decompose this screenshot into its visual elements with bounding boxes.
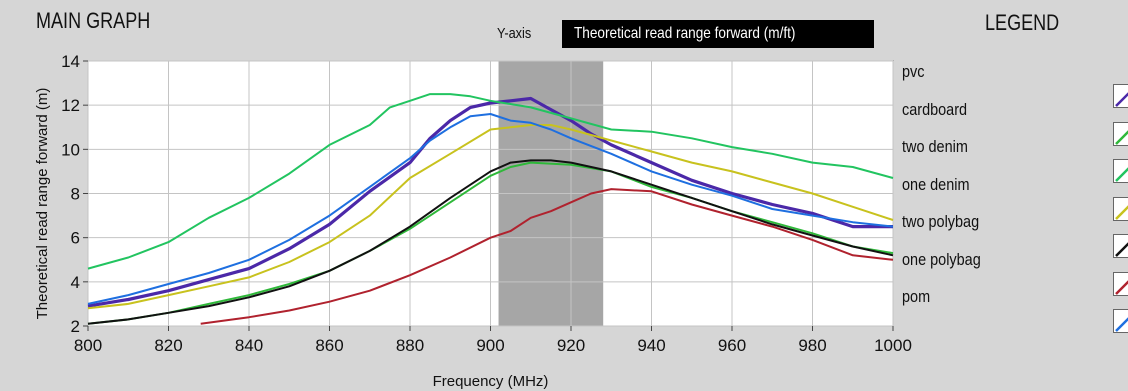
legend-swatch-two-denim[interactable]: [1113, 159, 1128, 183]
legend-label-pom: pom: [902, 287, 931, 306]
y-axis-ticks: 2 4 6 8 10 12 14: [61, 52, 88, 336]
y-tick-label: 12: [61, 96, 80, 115]
series-line-pom: [87, 113, 894, 305]
x-tick-label: 960: [718, 336, 746, 355]
x-tick-label: 1000: [874, 336, 912, 355]
y-tick-label: 10: [61, 140, 80, 159]
x-tick-label: 920: [557, 336, 585, 355]
y-tick-label: 2: [71, 317, 80, 336]
x-tick-label: 980: [798, 336, 826, 355]
legend-swatch-one-denim[interactable]: [1113, 196, 1128, 221]
series-line-two-polybag: [87, 159, 894, 325]
y-axis-selector[interactable]: Theoretical read range forward (m/ft): [562, 20, 874, 48]
y-axis-selector-label: Y-axis: [497, 25, 532, 42]
legend-label-cardboard: cardboard: [902, 99, 968, 119]
y-axis-selector-value: Theoretical read range forward (m/ft): [574, 25, 796, 42]
x-tick-label: 840: [235, 336, 263, 355]
series-line-one-denim: [87, 124, 894, 310]
legend-label-one-denim: one denim: [902, 174, 970, 194]
x-tick-label: 880: [396, 336, 424, 355]
x-tick-label: 800: [74, 336, 102, 355]
legend-swatch-cardboard[interactable]: [1113, 121, 1128, 146]
legend-label-pvc: pvc: [902, 62, 925, 81]
legend-swatch-pom[interactable]: [1113, 309, 1128, 333]
y-tick-label: 6: [71, 229, 80, 248]
y-tick-label: 8: [71, 185, 80, 204]
grid-lines: [87, 60, 894, 327]
legend-label-two-polybag: two polybag: [902, 212, 980, 231]
x-tick-label: 940: [637, 336, 665, 355]
legend-swatch-two-polybag[interactable]: [1113, 234, 1128, 258]
x-axis-ticks: 800 820 840 860 880 900 920 940 960 980 1000: [74, 326, 912, 355]
series-lines: [87, 93, 894, 325]
legend-swatch-one-polybag[interactable]: [1113, 271, 1128, 296]
y-tick-label: 14: [61, 52, 80, 71]
x-tick-label: 820: [154, 336, 182, 355]
y-tick-label: 4: [71, 273, 80, 292]
legend-swatch-pvc[interactable]: [1113, 84, 1128, 108]
main-graph-title: MAIN GRAPH: [36, 8, 151, 33]
series-line-cardboard: [87, 161, 894, 325]
x-tick-label: 900: [476, 336, 504, 355]
legend-title: LEGEND: [985, 10, 1060, 35]
legend-label-two-denim: two denim: [902, 137, 968, 156]
series-line-one-polybag: [200, 188, 894, 325]
series-line-two-denim: [87, 93, 894, 270]
x-tick-label: 860: [315, 336, 343, 355]
y-axis-label: Theoretical read range forward (m): [34, 88, 51, 320]
legend-label-one-polybag: one polybag: [902, 249, 981, 269]
x-axis-label: Frequency (MHz): [433, 373, 549, 390]
